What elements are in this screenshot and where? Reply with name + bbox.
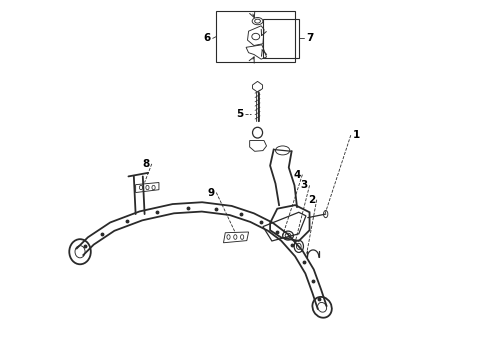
Bar [263, 19, 299, 58]
Text: 5: 5 [236, 109, 243, 119]
Text: 8: 8 [143, 159, 150, 169]
Text: 7: 7 [306, 33, 313, 43]
Text: 3: 3 [300, 180, 308, 190]
Text: 4: 4 [293, 170, 300, 180]
Text: 2: 2 [308, 195, 315, 205]
Text: 6: 6 [204, 33, 211, 43]
Bar [216, 12, 295, 62]
Text: 1: 1 [353, 130, 360, 140]
Text: 9: 9 [207, 188, 215, 198]
